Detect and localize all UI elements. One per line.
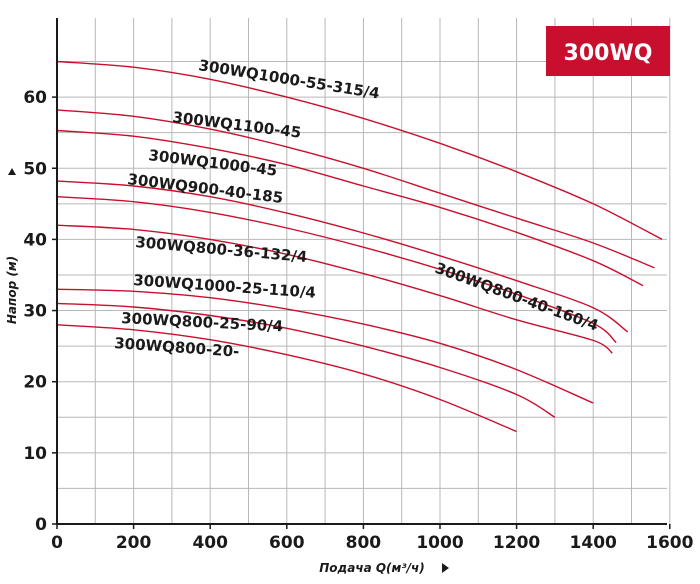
y-tick-label: 20 bbox=[23, 373, 47, 393]
x-tick-label: 800 bbox=[346, 533, 382, 553]
x-tick-labels: 0 200 400 600 800 1000 1200 1400 1600 bbox=[51, 533, 694, 553]
curve-line bbox=[56, 129, 644, 287]
x-tick-label: 1000 bbox=[416, 533, 463, 553]
curve-line bbox=[56, 60, 663, 241]
curve-label: 300WQ1000-25-110/4 bbox=[133, 271, 317, 302]
y-tick-label: 0 bbox=[35, 515, 47, 535]
y-tick-labels: 0 10 20 30 40 50 60 bbox=[23, 88, 47, 535]
y-tick-label: 10 bbox=[23, 444, 47, 464]
y-axis-arrow-icon bbox=[8, 168, 16, 175]
x-tick-label: 0 bbox=[51, 533, 63, 553]
x-tick-label: 400 bbox=[192, 533, 228, 553]
x-axis-arrow-icon bbox=[442, 563, 449, 573]
curve-line bbox=[56, 180, 629, 333]
badge-background bbox=[546, 26, 670, 76]
x-tick-label: 1400 bbox=[570, 533, 617, 553]
x-tick-label: 600 bbox=[269, 533, 305, 553]
curve-line bbox=[56, 196, 617, 344]
x-tick-label: 1200 bbox=[493, 533, 540, 553]
curve-line bbox=[56, 324, 517, 433]
curve-label: 300WQ800-36-132/4 bbox=[135, 233, 308, 266]
curve-line bbox=[56, 288, 594, 404]
y-tick-label: 30 bbox=[23, 302, 47, 322]
x-tick-label: 200 bbox=[116, 533, 152, 553]
y-axis-label: Напор (м) bbox=[5, 256, 19, 324]
badge: 300WQ bbox=[546, 26, 670, 76]
x-axis-label: Подача Q(м³/ч) bbox=[319, 561, 424, 575]
curve-label: 300WQ1100-45 bbox=[172, 108, 303, 142]
axes bbox=[52, 18, 671, 529]
curve-label: 300WQ800-20- bbox=[114, 334, 240, 361]
curve-line bbox=[56, 109, 655, 269]
curve-line bbox=[56, 224, 613, 354]
curve-label: 300WQ1000-55-315/4 bbox=[197, 56, 380, 102]
y-tick-label: 40 bbox=[23, 230, 47, 250]
curve-line bbox=[56, 302, 556, 418]
y-tick-label: 50 bbox=[23, 159, 47, 179]
badge-text: 300WQ bbox=[564, 41, 653, 66]
x-tick-label: 1600 bbox=[646, 533, 693, 553]
curves bbox=[56, 60, 663, 433]
y-tick-label: 60 bbox=[23, 88, 47, 108]
